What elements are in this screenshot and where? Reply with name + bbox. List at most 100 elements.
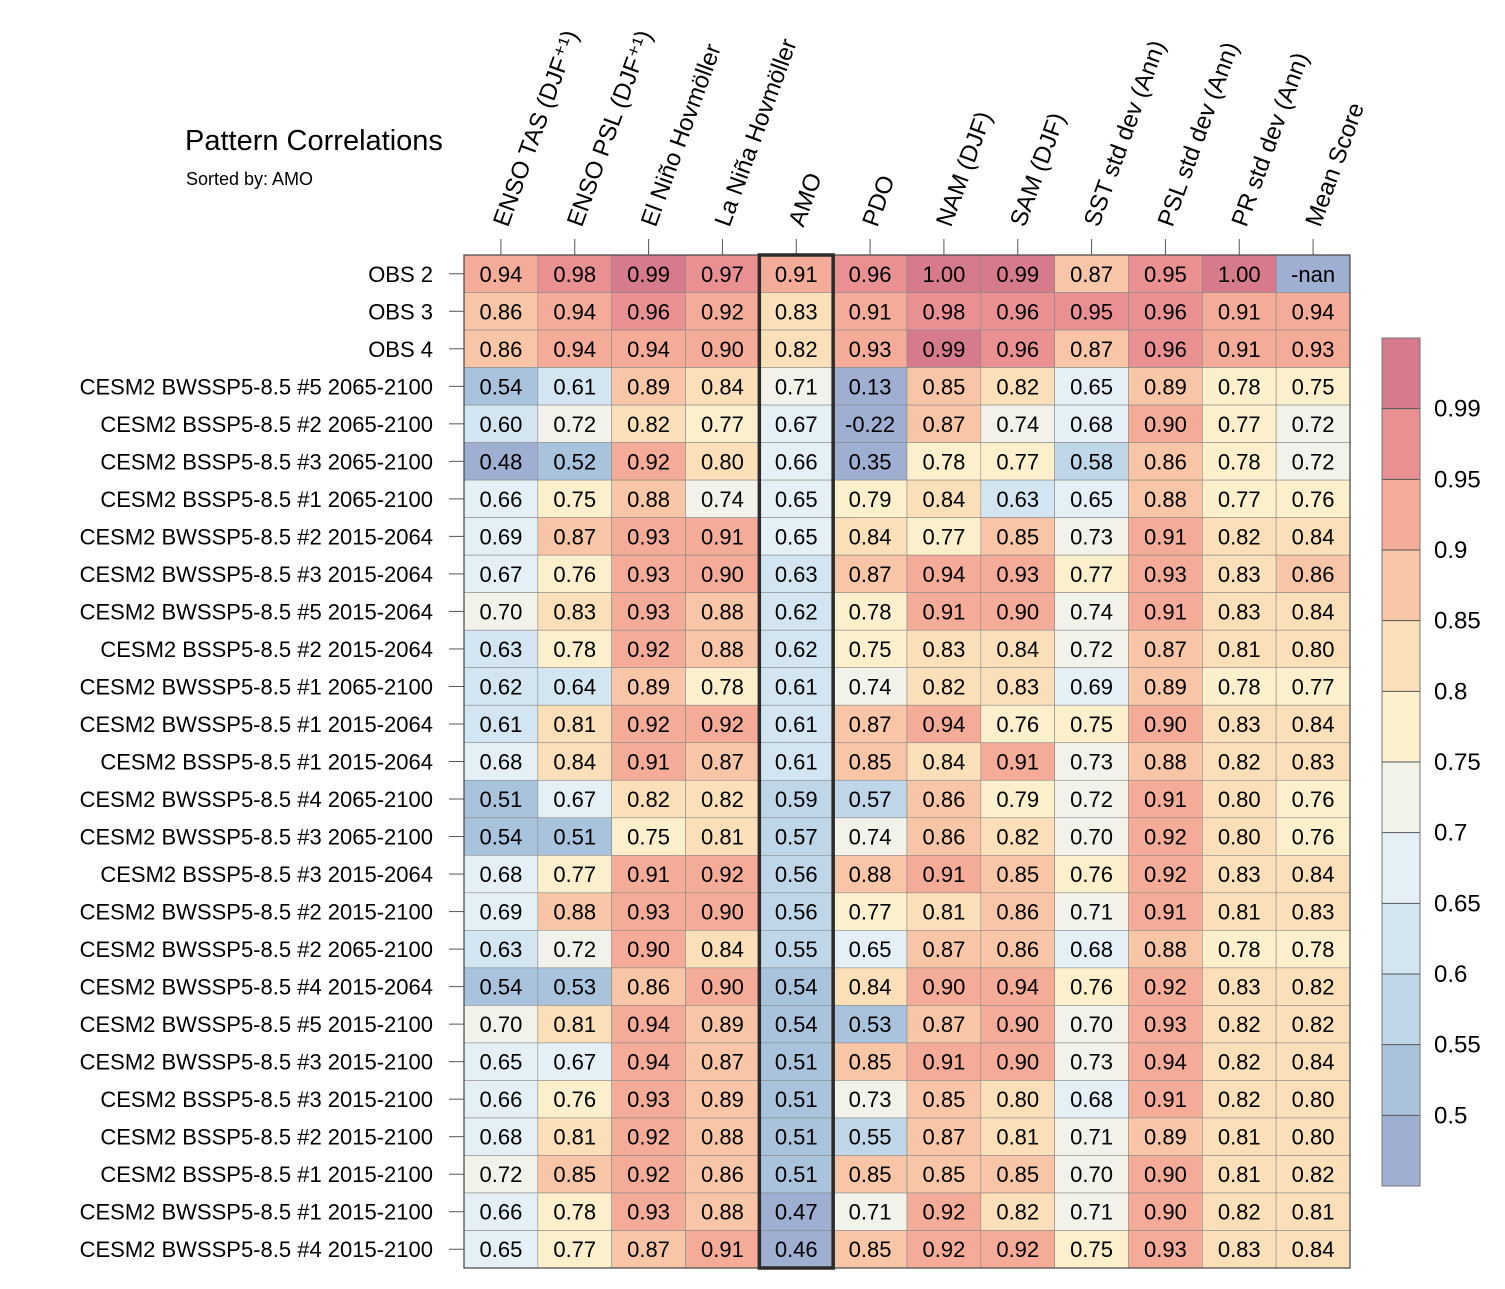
cell-value: 0.56 <box>775 900 818 925</box>
cell-value: 0.82 <box>701 787 744 812</box>
cell-value: 0.54 <box>480 975 523 1000</box>
cell-value: 0.91 <box>923 862 966 887</box>
cell-value: 0.87 <box>701 750 744 775</box>
heatmap-cell <box>463 292 539 331</box>
cell-value: 0.90 <box>1144 412 1187 437</box>
cell-value: 0.93 <box>849 337 892 362</box>
row-label: CESM2 BSSP5-8.5 #2 2015-2064 <box>100 637 433 662</box>
cell-value: 0.58 <box>1070 449 1113 474</box>
heatmap-cell <box>906 517 982 556</box>
heatmap-cell <box>1202 930 1277 969</box>
cell-value: 0.83 <box>1218 862 1261 887</box>
cell-value: 0.92 <box>701 862 744 887</box>
heatmap-cell <box>685 854 760 894</box>
cell-value: 0.81 <box>701 825 744 850</box>
cell-value: 0.53 <box>553 975 596 1000</box>
cell-value: 0.93 <box>1292 337 1335 362</box>
cell-value: 0.92 <box>1144 825 1187 850</box>
cell-value: 0.79 <box>996 787 1039 812</box>
cell-value: 0.82 <box>996 825 1039 850</box>
cell-value: 0.70 <box>1070 1162 1113 1187</box>
heatmap-cell <box>759 1230 834 1269</box>
row-label: CESM2 BWSSP5-8.5 #5 2015-2064 <box>80 599 433 624</box>
heatmap-cell <box>980 704 1055 744</box>
heatmap-cell <box>611 254 686 293</box>
cell-value: 0.91 <box>1218 299 1261 324</box>
cell-value: 0.81 <box>553 712 596 737</box>
cell-value: 0.82 <box>1292 1012 1335 1037</box>
heatmap-cell <box>685 667 760 706</box>
heatmap-cell <box>1054 854 1129 894</box>
row-label: CESM2 BSSP5-8.5 #3 2015-2064 <box>100 862 433 887</box>
heatmap-cell <box>463 1117 539 1156</box>
cell-value: 0.92 <box>627 1125 670 1150</box>
cell-value: 0.93 <box>627 562 670 587</box>
cell-value: 0.89 <box>627 674 670 699</box>
row-label: CESM2 BWSSP5-8.5 #4 2015-2064 <box>80 975 433 1000</box>
heatmap-cell <box>685 367 760 406</box>
cell-value: 0.80 <box>1292 1087 1335 1112</box>
colorbar-tick-label: 0.5 <box>1434 1102 1467 1129</box>
cell-value: 0.93 <box>627 599 670 624</box>
cell-value: 0.66 <box>775 449 818 474</box>
cell-value: 0.75 <box>553 487 596 512</box>
cell-value: 0.77 <box>553 862 596 887</box>
cell-value: 0.63 <box>996 487 1039 512</box>
colorbar-swatch <box>1382 762 1420 833</box>
cell-value: 0.90 <box>701 562 744 587</box>
heatmap-cell <box>1128 404 1203 443</box>
cell-value: 0.82 <box>1218 1012 1261 1037</box>
cell-value: 0.94 <box>923 562 966 587</box>
heatmap-cell <box>1202 1080 1277 1119</box>
cell-value: 0.82 <box>1218 524 1261 549</box>
cell-value: 0.91 <box>1218 337 1261 362</box>
heatmap-cell <box>463 1230 539 1269</box>
colorbar-swatch <box>1382 974 1420 1045</box>
heatmap-cell <box>1275 1042 1351 1081</box>
cell-value: 0.61 <box>480 712 523 737</box>
cell-value: 0.88 <box>627 487 670 512</box>
cell-value: 0.87 <box>849 712 892 737</box>
row-label: OBS 3 <box>368 299 433 324</box>
cell-value: 0.63 <box>775 562 818 587</box>
cell-value: 0.70 <box>480 1012 523 1037</box>
heatmap-cell <box>463 704 539 744</box>
cell-value: 0.85 <box>849 750 892 775</box>
heatmap-cell <box>685 1117 760 1156</box>
cell-value: 0.82 <box>996 1200 1039 1225</box>
heatmap-cell <box>611 479 686 518</box>
cell-value: 0.78 <box>1218 374 1261 399</box>
cell-value: 0.84 <box>1292 599 1335 624</box>
heatmap-cell <box>1275 404 1351 443</box>
heatmap-cell <box>906 1230 982 1269</box>
heatmap-cell <box>832 854 908 894</box>
heatmap-cell <box>759 1005 834 1044</box>
cell-value: 0.66 <box>480 487 523 512</box>
cell-value: 0.68 <box>480 750 523 775</box>
heatmap-cell <box>832 1155 908 1194</box>
heatmap-cell <box>1275 367 1351 406</box>
row-label: CESM2 BSSP5-8.5 #1 2015-2064 <box>100 750 433 775</box>
cell-value: 0.81 <box>1292 1200 1335 1225</box>
heatmap-cell <box>685 1155 760 1194</box>
cell-value: 0.80 <box>996 1087 1039 1112</box>
heatmap-cell <box>906 892 982 931</box>
heatmap-cell <box>1054 1117 1129 1156</box>
cell-value: 0.46 <box>775 1237 818 1262</box>
cell-value: 0.96 <box>849 262 892 287</box>
colorbar-swatch <box>1382 620 1420 692</box>
cell-value: 0.74 <box>701 487 744 512</box>
cell-value: 0.84 <box>1292 524 1335 549</box>
colorbar-swatch <box>1382 479 1420 550</box>
heatmap-cell <box>980 442 1055 481</box>
colorbar-tick-label: 0.95 <box>1434 466 1481 493</box>
cell-value: 0.68 <box>480 862 523 887</box>
cell-value: 0.67 <box>553 1050 596 1075</box>
cell-value: 0.94 <box>996 975 1039 1000</box>
heatmap-cell <box>1054 1155 1129 1194</box>
cell-value: 0.93 <box>1144 1237 1187 1262</box>
cell-value: 0.91 <box>1144 1087 1187 1112</box>
cell-value: 0.65 <box>1070 487 1113 512</box>
heatmap-cell <box>537 854 612 894</box>
cell-value: 0.63 <box>480 937 523 962</box>
